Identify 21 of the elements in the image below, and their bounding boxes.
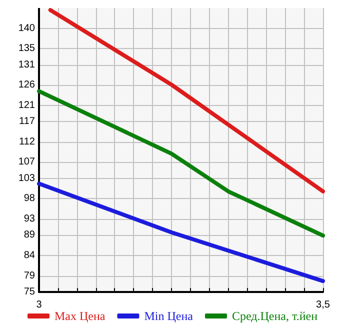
line-series [37, 89, 325, 238]
legend-label: Min Цена [144, 309, 194, 323]
y-tick-label: 98 [24, 193, 36, 204]
y-tick-label: 103 [18, 172, 36, 184]
y-tick-label: 135 [18, 43, 36, 54]
y-tick-label: 112 [19, 136, 36, 148]
x-tick-label: 3,5 [316, 300, 330, 310]
legend-label: Max Цена [54, 309, 106, 323]
y-tick-label: 93 [24, 213, 36, 224]
y-tick-label: 89 [24, 230, 36, 241]
legend-label: Сред.Цена, т.йен [232, 309, 318, 323]
y-tick-label: 84 [24, 250, 36, 261]
y-tick-label: 117 [19, 116, 36, 128]
x-tick-label: 3 [36, 300, 42, 310]
y-tick-label: 107 [18, 156, 36, 168]
y-tick-label: 75 [24, 286, 36, 298]
y-tick-label: 126 [18, 80, 36, 91]
y-tick-label: 131 [18, 59, 36, 70]
y-tick-label: 140 [18, 22, 36, 34]
y-tick-label: 121 [18, 100, 36, 111]
y-tick-label: 79 [24, 270, 36, 282]
